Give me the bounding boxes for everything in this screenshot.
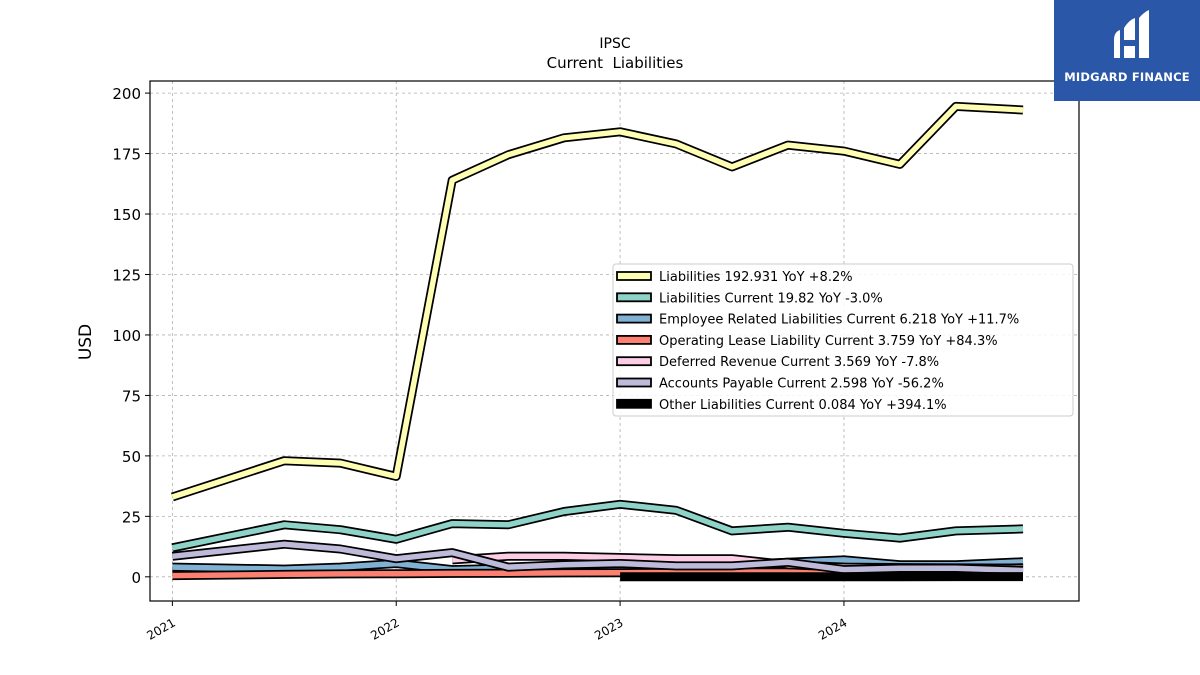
legend-swatch [616, 271, 652, 281]
y-tick-label: 175 [112, 146, 141, 164]
x-tick-label: 2022 [368, 615, 401, 642]
brand-logo: MIDGARD FINANCE [1054, 0, 1200, 101]
series-lines [171, 101, 1024, 582]
legend-entry: Liabilities Current 19.82 YoY -3.0% [659, 291, 883, 306]
x-tick-label: 2021 [144, 615, 177, 642]
legend-swatch [616, 334, 652, 345]
legend-swatch [616, 377, 652, 388]
legend-entry: Accounts Payable Current 2.598 YoY -56.2… [659, 377, 944, 392]
y-tick-label: 50 [122, 448, 141, 466]
brand-name: MIDGARD FINANCE [1064, 70, 1190, 84]
series-liabilities [171, 101, 1024, 502]
legend-entry: Employee Related Liabilities Current 6.2… [659, 313, 1019, 328]
series-line [171, 103, 1024, 500]
legend: Liabilities 192.931 YoY +8.2% Liabilities… [612, 263, 1074, 417]
series-liabilities-current [171, 499, 1024, 553]
plot-frame [149, 80, 1080, 602]
x-tick-label: 2024 [816, 615, 849, 642]
chart-subtitle: Current Liabilities [547, 54, 684, 72]
legend-swatch [616, 313, 652, 324]
series-accounts-payable-current [171, 539, 1024, 575]
legend-entry: Other Liabilities Current 0.084 YoY +394… [659, 398, 947, 413]
legend-swatch [616, 398, 652, 409]
chart-title: IPSC [599, 36, 630, 52]
series-other-liabilities-current [620, 572, 1023, 582]
y-tick-label: 75 [122, 387, 141, 405]
series-line [172, 541, 1024, 574]
y-tick-label: 25 [122, 508, 141, 526]
series-line [171, 501, 1024, 551]
y-axis-label: USD [76, 324, 96, 360]
legend-swatch [616, 356, 652, 367]
y-tick-label: 125 [112, 266, 141, 284]
legend-swatch [616, 292, 652, 303]
legend-box [612, 263, 1074, 417]
legend-entry: Deferred Revenue Current 3.569 YoY -7.8% [659, 355, 939, 370]
y-tick-label: 150 [112, 206, 141, 224]
legend-entry: Liabilities 192.931 YoY +8.2% [659, 270, 853, 285]
x-tick-label: 2023 [592, 615, 625, 642]
legend-entry: Operating Lease Liability Current 3.759 … [659, 334, 998, 349]
y-tick-label: 0 [131, 569, 141, 587]
y-tick-label: 200 [112, 85, 141, 103]
y-tick-label: 100 [112, 327, 141, 345]
brand-mark-icon [1114, 10, 1149, 58]
